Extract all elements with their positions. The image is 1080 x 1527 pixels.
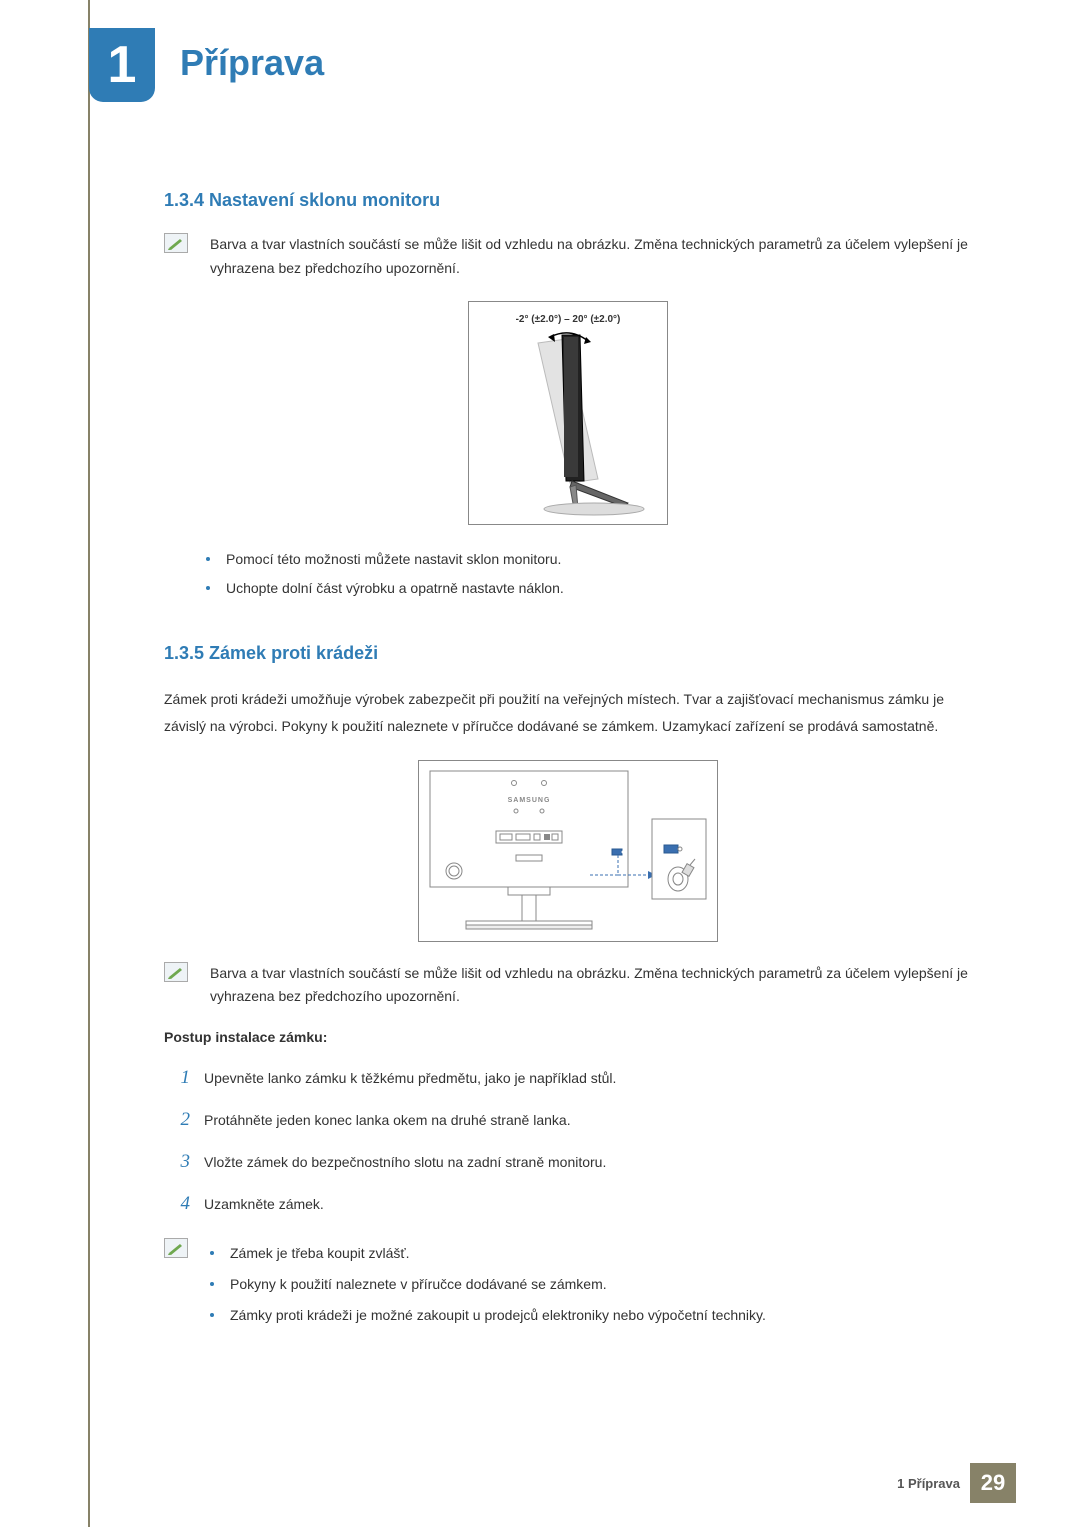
sub-bullet-item: Pokyny k použití naleznete v příručce do… [210,1269,766,1300]
step-number: 4 [174,1183,190,1225]
section-heading-1: 1.3.4 Nastavení sklonu monitoru [164,190,972,211]
step-text: Uzamkněte zámek. [204,1189,324,1220]
note-block-1: Barva a tvar vlastních součástí se může … [164,233,972,281]
step-item: 2 Protáhněte jeden konec lanka okem na d… [174,1099,972,1141]
page-footer: 1 Příprava 29 [897,1463,1016,1503]
note-icon [164,962,188,982]
vertical-bar [88,0,90,1527]
step-text: Vložte zámek do bezpečnostního slotu na … [204,1147,606,1178]
sub-bullet-item: Zámky proti krádeži je možné zakoupit u … [210,1300,766,1331]
monitor-brand-label: SAMSUNG [508,797,551,804]
footer-text: 1 Příprava [897,1476,970,1491]
note-block-2: Barva a tvar vlastních součástí se může … [164,962,972,1010]
tilt-label: -2° (±2.0°) – 20° (±2.0°) [516,314,621,325]
step-number: 3 [174,1141,190,1183]
note-icon [164,1238,188,1258]
tilt-svg [478,331,658,516]
note-icon [164,233,188,253]
bullet-item: Uchopte dolní část výrobku a opatrně nas… [206,574,972,603]
chapter-tab: 1 [89,28,155,102]
lock-svg: SAMSUNG [424,767,712,935]
note-block-3: Zámek je třeba koupit zvlášť. Pokyny k p… [164,1238,972,1330]
steps-heading: Postup instalace zámku: [164,1029,972,1045]
tilt-diagram: -2° (±2.0°) – 20° (±2.0°) [468,301,668,525]
chapter-title: Příprava [180,42,324,84]
lock-diagram: SAMSUNG [418,760,718,942]
sub-bullet-list: Zámek je třeba koupit zvlášť. Pokyny k p… [210,1238,766,1330]
section2-para: Zámek proti krádeži umožňuje výrobek zab… [164,686,972,739]
bullet-item: Pomocí této možnosti můžete nastavit skl… [206,545,972,574]
step-item: 1 Upevněte lanko zámku k těžkému předmět… [174,1057,972,1099]
sub-bullet-item: Zámek je třeba koupit zvlášť. [210,1238,766,1269]
step-number: 2 [174,1099,190,1141]
step-number: 1 [174,1057,190,1099]
chapter-number: 1 [108,39,137,91]
step-item: 4 Uzamkněte zámek. [174,1183,972,1225]
step-item: 3 Vložte zámek do bezpečnostního slotu n… [174,1141,972,1183]
bullet-list-1: Pomocí této možnosti můžete nastavit skl… [206,545,972,604]
section-heading-2: 1.3.5 Zámek proti krádeži [164,643,972,664]
numbered-steps: 1 Upevněte lanko zámku k těžkému předmět… [174,1057,972,1224]
note-text-2: Barva a tvar vlastních součástí se může … [210,962,972,1010]
note-text-1: Barva a tvar vlastních součástí se může … [210,233,972,281]
step-text: Upevněte lanko zámku k těžkému předmětu,… [204,1063,616,1094]
step-text: Protáhněte jeden konec lanka okem na dru… [204,1105,571,1136]
footer-page-number: 29 [970,1463,1016,1503]
page-content: 1.3.4 Nastavení sklonu monitoru Barva a … [164,190,972,1351]
